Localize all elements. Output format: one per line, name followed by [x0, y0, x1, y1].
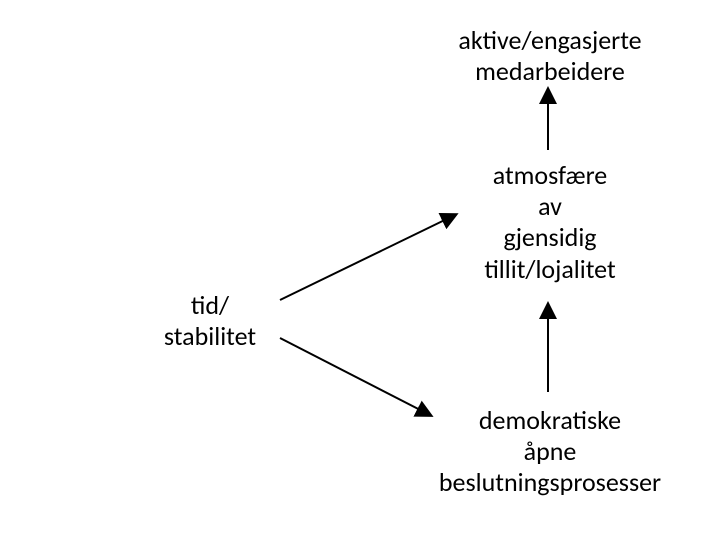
arrow-time-to-atmosphere	[280, 215, 455, 300]
diagram-canvas: aktive/engasjerte medarbeidere atmosfære…	[0, 0, 720, 540]
node-active-employees: aktive/engasjerte medarbeidere	[440, 25, 660, 87]
node-time-stability: tid/ stabilitet	[140, 290, 280, 352]
node-atmosphere-trust: atmosfære av gjensidig tillit/lojalitet	[450, 160, 650, 285]
node-democratic-processes: demokratiske åpne beslutningsprosesser	[415, 405, 685, 499]
arrow-time-to-democratic	[280, 338, 430, 415]
